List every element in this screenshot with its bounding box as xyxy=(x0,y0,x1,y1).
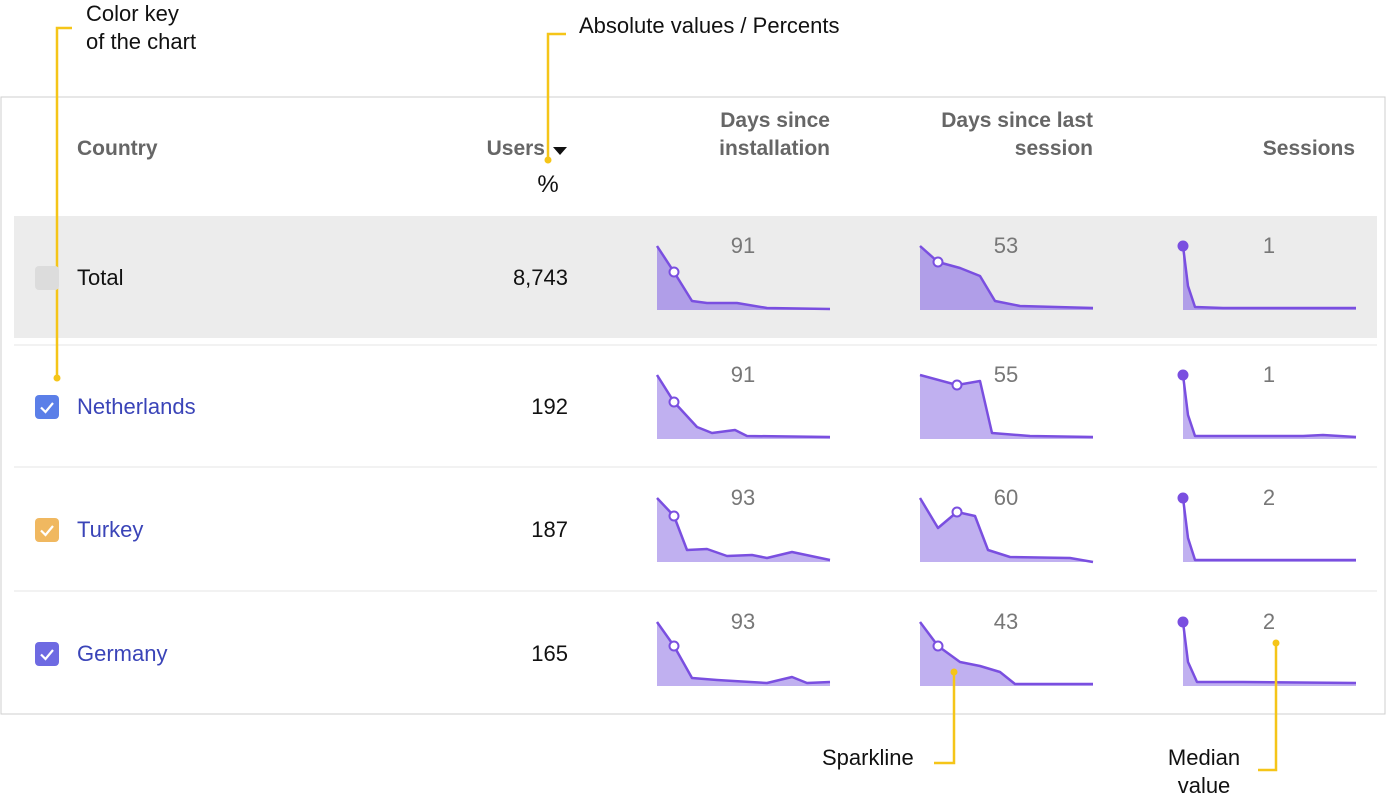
median-value: 91 xyxy=(730,233,756,258)
column-header: installation xyxy=(719,137,830,160)
annotation: Median xyxy=(1167,745,1241,770)
column-header: session xyxy=(1014,137,1093,160)
sparkline-area xyxy=(657,375,830,439)
median-value: 2 xyxy=(1262,609,1276,634)
sparkline xyxy=(656,497,831,562)
checkbox[interactable] xyxy=(35,518,59,542)
sparkline-area xyxy=(920,622,1093,686)
country-name[interactable]: Netherlands xyxy=(77,394,196,419)
callout-dot xyxy=(53,374,61,382)
median-value: 53 xyxy=(993,233,1019,258)
sparkline xyxy=(655,621,831,685)
sparkline-area xyxy=(657,246,830,310)
column-header: Country xyxy=(77,137,158,160)
callout-dot xyxy=(544,156,552,164)
sparkline xyxy=(918,497,1094,564)
users-count: 8,743 xyxy=(512,265,568,290)
callout-line xyxy=(934,672,956,765)
median-marker xyxy=(668,510,680,522)
country-name[interactable]: Turkey xyxy=(77,517,144,542)
callout-dot xyxy=(950,668,958,676)
column-header[interactable]: Users xyxy=(486,137,545,160)
callout-dot xyxy=(1272,639,1280,647)
column-header: Days since xyxy=(720,109,830,132)
median-value: 91 xyxy=(730,362,756,387)
median-marker xyxy=(1177,240,1189,252)
median-marker xyxy=(668,396,680,408)
median-value: 60 xyxy=(993,485,1019,510)
users-count: 165 xyxy=(531,641,568,666)
annotation-lines xyxy=(55,26,1278,772)
checkbox[interactable] xyxy=(35,266,59,290)
median-marker xyxy=(668,266,680,278)
percent-toggle[interactable]: % xyxy=(537,171,559,198)
median-value: 93 xyxy=(730,485,756,510)
median-value: 55 xyxy=(993,362,1019,387)
median-value: 1 xyxy=(1262,362,1276,387)
checkbox[interactable] xyxy=(35,642,59,666)
table-frame xyxy=(0,96,1386,715)
sparkline xyxy=(1181,621,1357,685)
check-icon xyxy=(40,525,54,537)
sparkline-area xyxy=(657,622,830,686)
median-marker xyxy=(932,640,944,652)
median-marker xyxy=(1177,616,1189,628)
callout-line xyxy=(546,32,566,160)
annotation: Sparkline xyxy=(822,745,914,770)
sparkline xyxy=(1181,374,1357,439)
sparkline-area xyxy=(920,375,1093,439)
sparkline-area xyxy=(920,246,1093,310)
users-count: 187 xyxy=(531,517,568,542)
median-marker xyxy=(1177,492,1189,504)
median-marker xyxy=(1177,369,1189,381)
annotation: of the chart xyxy=(86,29,197,54)
check-icon xyxy=(40,402,54,414)
annotation: Color key xyxy=(86,1,179,26)
median-marker xyxy=(932,256,944,268)
annotation: value xyxy=(1177,773,1231,798)
sparkline xyxy=(919,373,1094,439)
median-marker xyxy=(951,506,963,518)
callout-line xyxy=(55,26,72,378)
sparkline-area xyxy=(657,498,830,562)
median-marker xyxy=(951,379,963,391)
country-name[interactable]: Germany xyxy=(77,641,168,666)
check-icon xyxy=(40,649,54,661)
annotation: Absolute values / Percents xyxy=(579,13,840,38)
median-marker xyxy=(668,640,680,652)
column-header: Days since last xyxy=(941,109,1093,132)
callout-line xyxy=(1258,643,1278,772)
checkbox[interactable] xyxy=(35,395,59,419)
median-value: 1 xyxy=(1262,233,1276,258)
total-row-bg xyxy=(14,216,1377,338)
sparkline xyxy=(1181,497,1356,562)
median-value: 43 xyxy=(993,609,1019,634)
median-value: 93 xyxy=(730,609,756,634)
sparkline xyxy=(1181,245,1356,310)
median-value: 2 xyxy=(1262,485,1276,510)
annotation-dots xyxy=(53,156,1280,676)
users-count: 192 xyxy=(531,394,568,419)
sort-arrow[interactable] xyxy=(553,147,567,155)
country-name: Total xyxy=(77,265,124,290)
column-header: Sessions xyxy=(1262,137,1355,160)
